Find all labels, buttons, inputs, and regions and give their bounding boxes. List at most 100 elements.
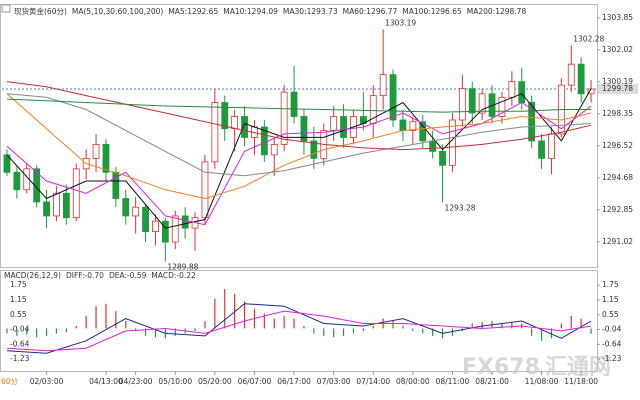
- macd-legend: DIFF:-0.70: [66, 271, 104, 280]
- y-tick-label: 1291.02: [602, 237, 633, 246]
- candle-body: [577, 63, 585, 95]
- y-tick-label: 1.15: [10, 295, 27, 304]
- candle-body: [458, 88, 466, 121]
- candle-body: [13, 171, 21, 191]
- candle-body: [389, 74, 397, 121]
- x-tick-label: 05/20:00: [198, 377, 232, 386]
- candle-body: [122, 198, 130, 217]
- extreme-label: 1293.28: [445, 203, 476, 212]
- y-tick-label: -0.64: [602, 339, 622, 348]
- candle-body: [468, 88, 476, 114]
- y-tick-label: 1302.02: [602, 45, 633, 54]
- extreme-label: 1303.19: [385, 18, 416, 27]
- candle-body: [508, 81, 516, 98]
- candle-body: [161, 220, 169, 243]
- x-tick-label: 02/03:00: [30, 377, 64, 386]
- y-tick-label: 0.55: [10, 310, 27, 319]
- candle-body: [201, 161, 209, 219]
- x-tick-label: 06/07:00: [238, 377, 272, 386]
- candle-body: [211, 102, 219, 163]
- y-tick-label: 0.55: [602, 310, 619, 319]
- candle-body: [33, 168, 41, 203]
- x-tick-label: 11/18:00: [564, 377, 598, 386]
- y-tick-label: -1.23: [602, 354, 622, 363]
- price-panel: [0, 4, 598, 268]
- ma-label: MA(5,10,30,60,100,200): [72, 7, 163, 16]
- legend-entry: MA10:1294.09: [223, 7, 278, 16]
- y-tick-label: 1300.19: [602, 77, 633, 86]
- candle-body: [498, 96, 506, 117]
- candle-body: [43, 201, 50, 217]
- candle-body: [62, 192, 70, 219]
- candle-body: [439, 150, 446, 166]
- x-tick-label: 07/14:00: [356, 377, 390, 386]
- candle-body: [300, 116, 308, 142]
- y-tick-label: -0.64: [10, 339, 30, 348]
- candle-body: [171, 215, 179, 243]
- y-tick-label: 1292.85: [602, 205, 633, 214]
- candle-body: [518, 81, 526, 103]
- legend-entry: MA60:1296.77: [343, 7, 398, 16]
- y-tick-label: 1296.52: [602, 141, 633, 150]
- last-price-label: 1299.78: [602, 84, 633, 93]
- candle-body: [231, 116, 239, 130]
- candle-body: [280, 91, 288, 145]
- legend-entry: MA5:1292.65: [168, 7, 218, 16]
- legend-entry: MA200:1298.78: [467, 7, 527, 16]
- candle-body: [478, 93, 486, 114]
- y-tick-label: 1294.68: [602, 173, 633, 182]
- candle-body: [181, 215, 189, 229]
- x-tick-label: 06/17:00: [277, 377, 311, 386]
- y-tick-label: 1.15: [602, 295, 619, 304]
- candle-body: [142, 206, 149, 233]
- candle-body: [290, 91, 298, 117]
- candle-body: [548, 133, 555, 159]
- candle-body: [399, 119, 407, 131]
- candle-body: [53, 192, 60, 217]
- candle-body: [379, 74, 387, 96]
- candle-body: [330, 116, 338, 131]
- candle-body: [340, 116, 347, 138]
- x-tick-label: 04/13:00: [89, 377, 123, 386]
- candle-body: [270, 144, 278, 156]
- y-tick-label: -1.23: [10, 354, 30, 363]
- y-tick-label: 1.75: [10, 280, 27, 289]
- last-price-box: [598, 83, 638, 94]
- ma-line: [6, 81, 592, 151]
- extreme-label: 1302.28: [573, 34, 604, 43]
- y-tick-label: -0.04: [602, 324, 622, 333]
- candle-body: [152, 220, 159, 233]
- y-tick-label: 1.75: [602, 280, 619, 289]
- panel-icon: [1, 4, 11, 13]
- candle-body: [538, 140, 545, 159]
- x-tick-label: 08/11:00: [436, 377, 470, 386]
- extreme-label: 1289.88: [167, 263, 198, 272]
- candle-body: [310, 140, 318, 159]
- macd-panel: [0, 270, 598, 372]
- x-tick-label: 11/08:00: [525, 377, 559, 386]
- candle-body: [241, 116, 248, 138]
- candle-body: [528, 102, 536, 142]
- x-tick-label: 05/10:00: [158, 377, 192, 386]
- candle-body: [419, 121, 427, 142]
- macd-line: [6, 303, 592, 354]
- legend-entry: MA30:1293.73: [283, 7, 338, 16]
- watermark: 汇通网: [545, 355, 611, 380]
- ma-line: [6, 93, 592, 177]
- candle-body: [102, 144, 110, 173]
- candle-body: [3, 154, 11, 173]
- candle-body: [72, 168, 80, 219]
- macd-legend: MACD(26,12,9): [4, 271, 61, 280]
- x-tick-label: 04/23:00: [119, 377, 153, 386]
- ma-line: [6, 93, 592, 200]
- candle-body: [429, 140, 437, 152]
- corner-label: 60分: [1, 377, 19, 386]
- legend-entry: MA100:1296.65: [402, 7, 462, 16]
- x-tick-label: 08/00:00: [396, 377, 430, 386]
- candle-body: [409, 121, 417, 131]
- ma-line: [6, 101, 592, 226]
- candle-body: [92, 144, 100, 159]
- candle-body: [132, 206, 140, 217]
